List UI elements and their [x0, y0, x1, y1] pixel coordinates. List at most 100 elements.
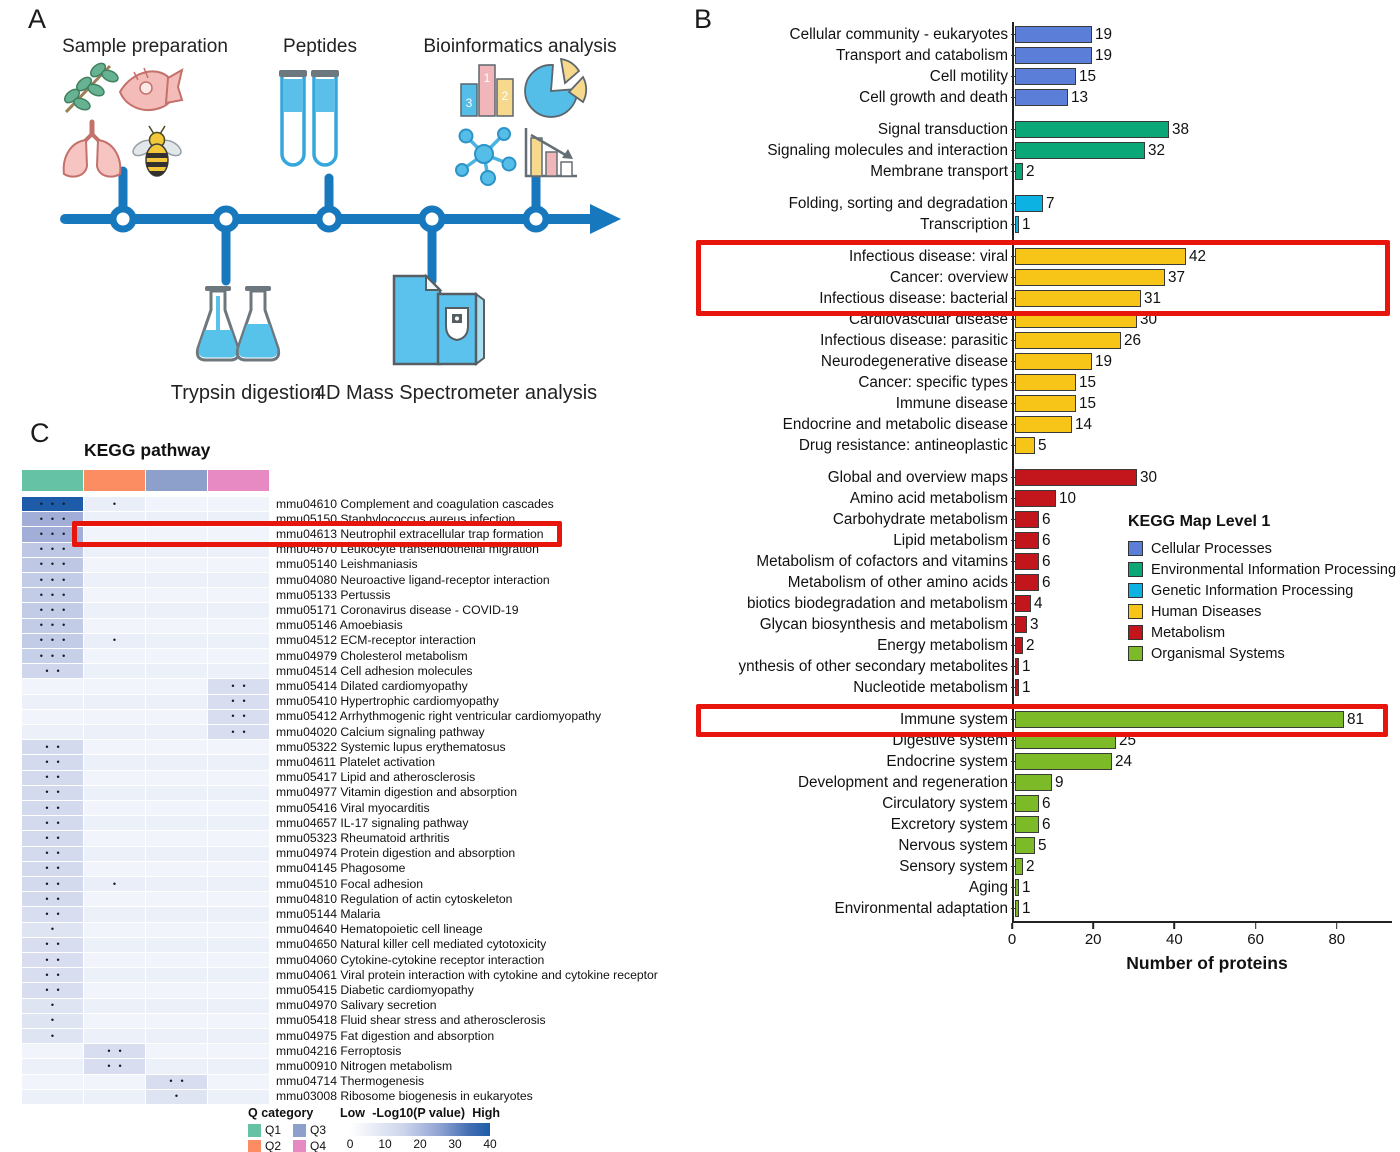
bar-value: 37 [1168, 268, 1186, 286]
heatmap-cell [208, 573, 269, 588]
heatmap-cell [208, 1029, 269, 1044]
bar-label: Infectious disease: viral [849, 247, 1008, 265]
bar-row: Folding, sorting and degradation 7 [690, 193, 1398, 214]
heatmap-cell: •• [22, 983, 83, 998]
timeline-arrow [60, 166, 621, 286]
bar-row: Cellular community - eukaryotes 19 [690, 24, 1398, 45]
bar-value: 5 [1038, 836, 1047, 854]
bar [1015, 795, 1039, 812]
heatmap-cell: ••• [22, 573, 83, 588]
bar-row: Cell growth and death 13 [690, 87, 1398, 108]
q-legend-swatch [248, 1139, 261, 1152]
heatmap-cell [84, 998, 145, 1013]
bar-value: 2 [1026, 636, 1035, 654]
bar-group: Folding, sorting and degradation 7 Transcr… [690, 193, 1398, 235]
bar [1015, 68, 1076, 85]
step-label-mass-spec: 4D Mass Spectrometer analysis [315, 382, 597, 404]
bar-label: Excretory system [890, 815, 1008, 833]
category-tick [1011, 402, 1015, 405]
q-legend-label: Q1 [265, 1123, 282, 1137]
q-legend-item: Q1 [248, 1123, 281, 1137]
heatmap-cell [84, 618, 145, 633]
significance-dots: • [112, 498, 125, 509]
lungs-icon [62, 119, 122, 178]
heatmap-cell [208, 1013, 269, 1028]
bar [1015, 637, 1023, 654]
significance-dots: ••• [39, 574, 74, 585]
legend-swatch [1128, 604, 1143, 619]
heatmap-cell [208, 801, 269, 816]
bar-row: ynthesis of other secondary metabolites 1 [690, 656, 1398, 677]
bar-value: 38 [1172, 120, 1190, 138]
significance-dots: ••• [39, 544, 74, 555]
heatmap-cell [146, 633, 207, 648]
heatmap-cell [84, 694, 145, 709]
heatmap-cell: •• [22, 770, 83, 785]
bar-row: Infectious disease: viral 42 [690, 246, 1398, 267]
legend-item: Human Diseases [1128, 601, 1396, 622]
heatmap-cell: •• [22, 861, 83, 876]
heatmap-cell: ••• [22, 497, 83, 512]
bar-label: Immune system [900, 710, 1008, 728]
pathway-label: mmu04657 IL-17 signaling pathway [276, 815, 469, 830]
bar-value: 1 [1022, 657, 1031, 675]
heatmap-cell [146, 664, 207, 679]
bar [1015, 195, 1043, 212]
heatmap-cell [146, 618, 207, 633]
category-tick [1011, 823, 1015, 826]
heatmap-cell [208, 968, 269, 983]
category-tick [1011, 886, 1015, 889]
bar-value: 4 [1034, 594, 1043, 612]
bar-value: 15 [1079, 67, 1097, 85]
heatmap-cell [84, 846, 145, 861]
legend-title: KEGG Map Level 1 [1128, 513, 1271, 530]
heatmap-cell [84, 892, 145, 907]
heatmap-column-header [146, 470, 207, 491]
category-tick [1011, 339, 1015, 342]
bee-icon [132, 125, 182, 177]
q-legend-label: Q4 [310, 1139, 327, 1152]
legend-label: Environmental Information Processing [1151, 561, 1397, 578]
category-tick [1011, 96, 1015, 99]
heatmap-cell [146, 892, 207, 907]
heatmap-cell [208, 861, 269, 876]
pathway-label: mmu05133 Pertussis [276, 587, 391, 602]
significance-dots: •• [45, 832, 68, 843]
bar-row: Development and regeneration 9 [690, 772, 1398, 793]
pathway-label: mmu04610 Complement and coagulation casc… [276, 496, 554, 511]
category-tick [1011, 602, 1015, 605]
heatmap-cell [84, 573, 145, 588]
heatmap-cell: •• [208, 694, 269, 709]
heatmap-cell [146, 1013, 207, 1028]
pathway-label: mmu05418 Fluid shear stress and atherosc… [276, 1013, 546, 1028]
colorbar-title: -Log10(P value) [372, 1106, 466, 1120]
significance-dots: ••• [39, 650, 74, 661]
heatmap-cell [84, 725, 145, 740]
category-tick [1011, 581, 1015, 584]
significance-dots: ••• [39, 635, 74, 646]
heatmap-cell: ••• [22, 633, 83, 648]
bar-label: Cancer: overview [889, 268, 1008, 286]
bar [1015, 511, 1039, 528]
category-tick [1011, 444, 1015, 447]
heatmap-column-header [84, 470, 145, 491]
pathway-label: mmu05146 Amoebiasis [276, 618, 403, 633]
pathway-label: mmu05410 Hypertrophic cardiomyopathy [276, 694, 499, 709]
pathway-label: mmu04080 Neuroactive ligand-receptor int… [276, 572, 550, 587]
bar [1015, 711, 1344, 728]
legend-swatch [1128, 625, 1143, 640]
category-tick [1011, 75, 1015, 78]
category-tick [1011, 907, 1015, 910]
heatmap-cell [208, 1044, 269, 1059]
bar-row: Endocrine system 24 [690, 751, 1398, 772]
heatmap-cell [208, 907, 269, 922]
heatmap-cell: •• [208, 679, 269, 694]
significance-dots: •• [45, 863, 68, 874]
bar-label: Development and regeneration [797, 773, 1008, 791]
heatmap-cell [208, 664, 269, 679]
bar-row: Infectious disease: parasitic 26 [690, 330, 1398, 351]
bar [1015, 837, 1035, 854]
heatmap-cell: •• [22, 953, 83, 968]
colorbar-high-label: High [472, 1106, 501, 1120]
pathway-label: mmu05415 Diabetic cardiomyopathy [276, 982, 474, 997]
